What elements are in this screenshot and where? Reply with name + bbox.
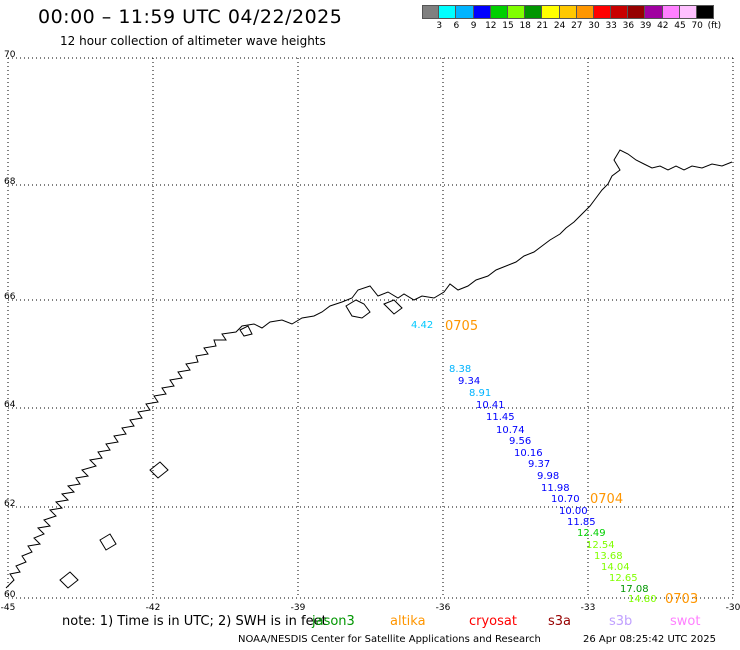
wave-height-label: 9.56 [509, 436, 531, 447]
greenland-coastline [5, 149, 733, 589]
satellite-name: swot [670, 614, 701, 629]
wave-height-label: 11.98 [541, 483, 570, 494]
wave-height-label: 12.54 [586, 540, 615, 551]
legend-swatch [456, 5, 474, 19]
pass-time-label: 0704 [590, 492, 623, 507]
pass-time-label: 0705 [445, 319, 478, 334]
footer: note: 1) Time is in UTC; 2) SWH is in fe… [0, 614, 740, 650]
legend-label: 70 [691, 21, 703, 31]
graticule: -45 -42 -39 -36 -33 -30 70 68 66 64 62 60 [1, 50, 740, 613]
color-legend [422, 5, 715, 19]
latitude-label: 70 [4, 50, 16, 60]
legend-label: 24 [553, 21, 566, 31]
wave-height-label: 11.45 [486, 412, 515, 423]
wave-height-label: 8.91 [469, 388, 491, 399]
legend-swatch [542, 5, 560, 19]
legend-swatch [611, 5, 629, 19]
legend-swatch [525, 5, 543, 19]
satellite-name: s3b [609, 614, 633, 629]
wave-height-label: 9.98 [537, 471, 559, 482]
legend-label: 45 [674, 21, 686, 31]
satellite-name: jason3 [312, 614, 355, 629]
longitude-label: -42 [146, 603, 161, 613]
legend-label: 12 [485, 21, 497, 31]
latitude-label: 66 [4, 292, 16, 302]
wave-height-label: 9.37 [528, 459, 550, 470]
legend-label: 27 [571, 21, 583, 31]
legend-label: 39 [639, 21, 652, 31]
latitude-label: 62 [4, 499, 15, 509]
wave-height-label: 10.41 [476, 400, 505, 411]
time-tag-labels: 0705 0704 0703 [445, 319, 698, 607]
longitude-label: -30 [726, 603, 740, 613]
wave-height-label: 10.74 [496, 425, 525, 436]
legend-label: 36 [622, 21, 635, 31]
legend-label: 15 [502, 21, 514, 31]
wave-height-label: 4.42 [411, 320, 433, 331]
legend-swatch [473, 5, 491, 19]
legend-label: 6 [453, 21, 460, 31]
legend-label: 42 [657, 21, 669, 31]
wave-height-label: 10.16 [514, 448, 543, 459]
coastline-islands [59, 299, 403, 589]
pass-time-label: 0703 [665, 592, 698, 607]
legend-swatch [679, 5, 697, 19]
latitude-label: 60 [4, 590, 16, 600]
generated-timestamp: 26 Apr 08:25:42 UTC 2025 [583, 634, 716, 645]
longitude-label: -39 [291, 603, 306, 613]
legend-swatch [593, 5, 612, 19]
wave-height-label: 8.38 [449, 364, 471, 375]
wave-height-label: 9.34 [458, 376, 480, 387]
wave-height-label: 11.85 [567, 517, 596, 528]
wave-height-label: 14.80 [628, 594, 657, 605]
legend-swatch [662, 5, 680, 19]
wave-height-label: 10.70 [551, 494, 580, 505]
footer-note: note: 1) Time is in UTC; 2) SWH is in fe… [62, 614, 327, 629]
legend-label: 18 [519, 21, 531, 31]
legend-swatch [697, 5, 715, 19]
wave-height-label: 13.68 [594, 551, 623, 562]
wave-height-label: 10.00 [559, 506, 588, 517]
latitude-label: 68 [4, 177, 16, 187]
legend-swatch [439, 5, 457, 19]
legend-label: 3 [436, 21, 443, 31]
legend-label: 21 [536, 21, 549, 31]
page-title: 00:00 – 11:59 UTC 04/22/2025 [38, 6, 343, 28]
legend-label: 30 [588, 21, 600, 31]
legend-label: 33 [605, 21, 617, 31]
wave-height-label: 12.49 [577, 528, 606, 539]
legend-label: (ft) [707, 21, 722, 31]
wave-height-label: 12.65 [609, 573, 638, 584]
legend-swatch [628, 5, 646, 19]
credit-line: NOAA/NESDIS Center for Satellite Applica… [238, 634, 541, 645]
legend-swatch [645, 5, 663, 19]
legend-swatch [422, 5, 440, 19]
legend-swatch [559, 5, 577, 19]
legend-swatch [490, 5, 508, 19]
satellite-name: s3a [548, 614, 572, 629]
legend-swatch [507, 5, 526, 19]
wave-height-label: 17.08 [620, 584, 649, 595]
longitude-label: -33 [581, 603, 596, 613]
wave-height-label: 14.04 [601, 562, 630, 573]
longitude-label: -36 [436, 603, 451, 613]
satellite-name: cryosat [469, 614, 517, 629]
satellite-name: altika [390, 614, 426, 629]
page-subtitle: 12 hour collection of altimeter wave hei… [60, 34, 326, 48]
longitude-label: -45 [1, 603, 16, 613]
legend-label: 9 [470, 21, 477, 31]
latitude-label: 64 [4, 400, 16, 410]
legend-swatch [576, 5, 594, 19]
color-legend-labels: 3 6 9 12 15 18 21 24 27 30 33 36 39 42 45 70 (ft) [422, 21, 732, 33]
